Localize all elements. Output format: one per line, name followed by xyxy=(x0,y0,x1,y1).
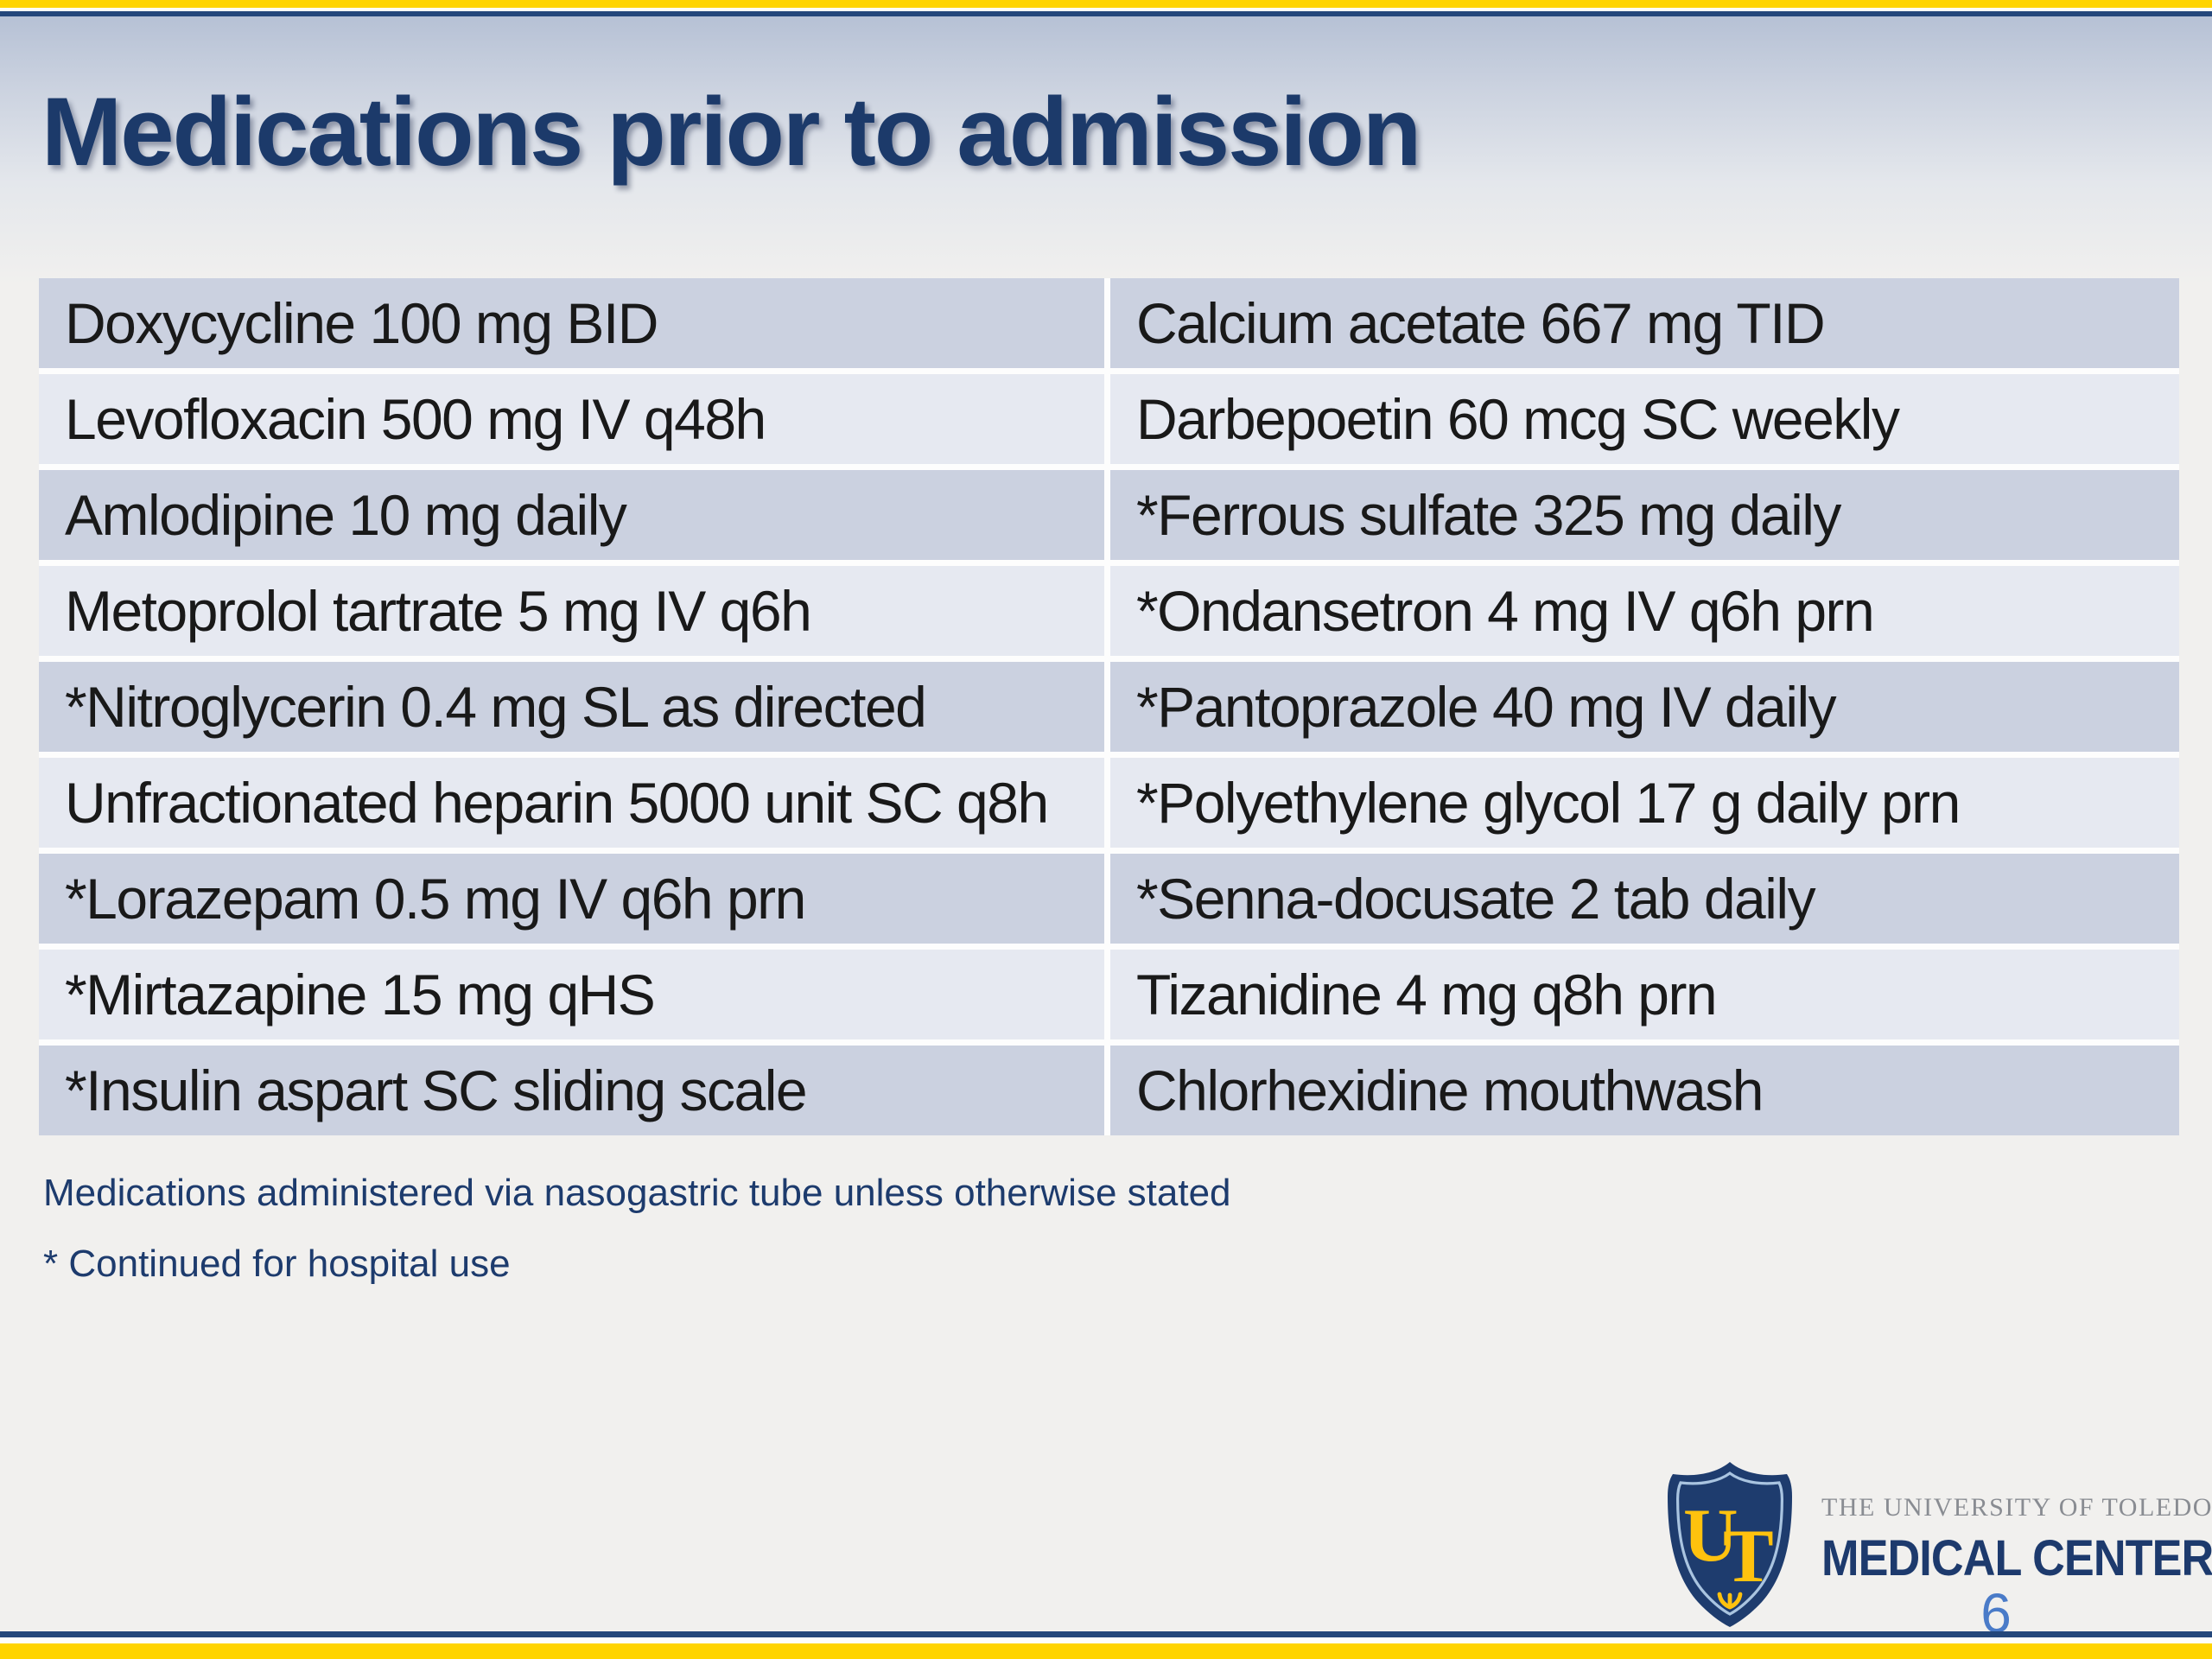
table-cell: Doxycycline 100 mg BID xyxy=(39,278,1104,368)
table-cell: *Ondansetron 4 mg IV q6h prn xyxy=(1110,566,2179,656)
utmc-logo-text: THE UNIVERSITY OF TOLEDO MEDICAL CENTER xyxy=(1821,1493,2212,1587)
bottom-yellow-stripe xyxy=(0,1643,2212,1659)
table-cell: Calcium acetate 667 mg TID xyxy=(1110,278,2179,368)
table-cell: Chlorhexidine mouthwash xyxy=(1110,1046,2179,1135)
top-navy-stripe xyxy=(0,11,2212,16)
table-cell: *Pantoprazole 40 mg IV daily xyxy=(1110,662,2179,752)
page-title: Medications prior to admission xyxy=(41,78,1421,186)
table-cell: *Insulin aspart SC sliding scale xyxy=(39,1046,1104,1135)
svg-text:U: U xyxy=(1683,1494,1738,1578)
table-cell: Metoprolol tartrate 5 mg IV q6h xyxy=(39,566,1104,656)
logo-university-line: THE UNIVERSITY OF TOLEDO xyxy=(1821,1493,2212,1522)
table-cell: Levofloxacin 500 mg IV q48h xyxy=(39,374,1104,464)
ut-shield-icon: U T xyxy=(1668,1462,1792,1627)
table-cell: Amlodipine 10 mg daily xyxy=(39,470,1104,560)
header-gradient xyxy=(0,16,2212,284)
top-yellow-stripe xyxy=(0,0,2212,8)
svg-text:T: T xyxy=(1723,1515,1774,1599)
table-cell: Tizanidine 4 mg q8h prn xyxy=(1110,950,2179,1039)
medications-table: Doxycycline 100 mg BID Calcium acetate 6… xyxy=(39,278,2179,1135)
logo-medical-center-line: MEDICAL CENTER xyxy=(1821,1530,2212,1586)
table-cell: *Polyethylene glycol 17 g daily prn xyxy=(1110,758,2179,848)
table-cell: *Ferrous sulfate 325 mg daily xyxy=(1110,470,2179,560)
table-cell: *Senna-docusate 2 tab daily xyxy=(1110,854,2179,944)
note-continued-asterisk: * Continued for hospital use xyxy=(43,1243,511,1285)
table-cell: Unfractionated heparin 5000 unit SC q8h xyxy=(39,758,1104,848)
note-administration: Medications administered via nasogastric… xyxy=(43,1172,1231,1214)
top-white-stripe xyxy=(0,8,2212,11)
table-cell: *Lorazepam 0.5 mg IV q6h prn xyxy=(39,854,1104,944)
table-cell: *Mirtazapine 15 mg qHS xyxy=(39,950,1104,1039)
table-cell: Darbepoetin 60 mcg SC weekly xyxy=(1110,374,2179,464)
table-cell: *Nitroglycerin 0.4 mg SL as directed xyxy=(39,662,1104,752)
bottom-navy-stripe xyxy=(0,1631,2212,1637)
bottom-white-stripe xyxy=(0,1637,2212,1643)
